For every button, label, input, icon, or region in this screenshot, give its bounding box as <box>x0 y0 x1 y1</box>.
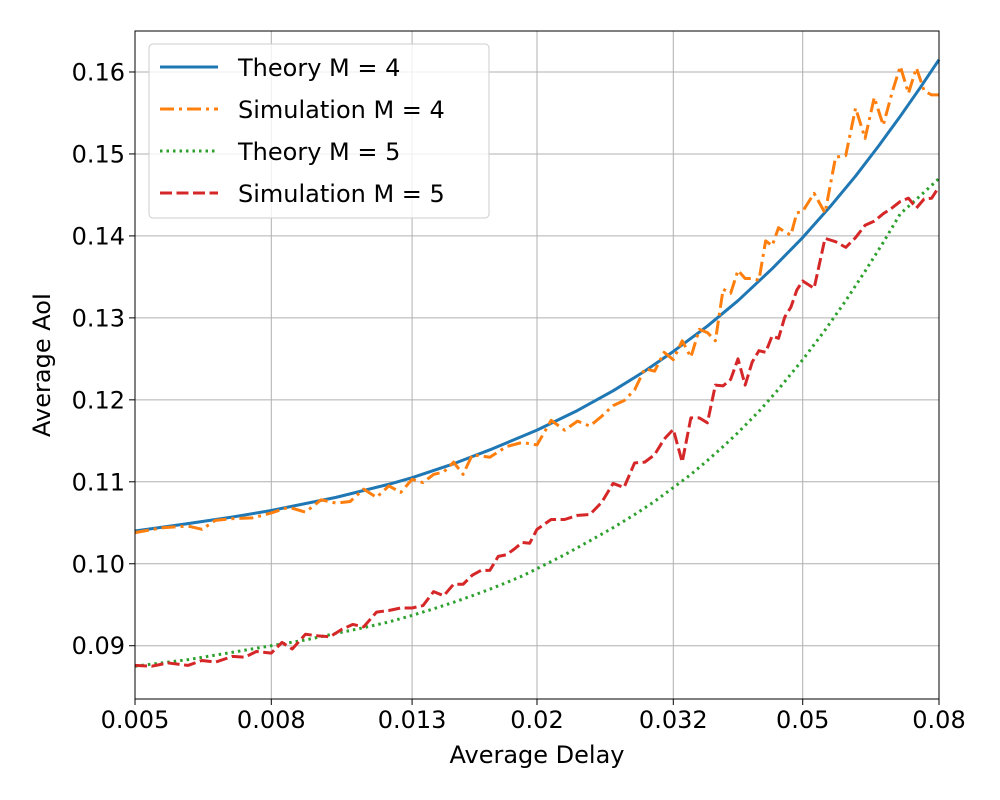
x-tick-label: 0.02 <box>510 706 563 734</box>
y-tick-label: 0.13 <box>72 304 125 332</box>
legend-box <box>148 43 490 219</box>
x-tick-label: 0.008 <box>237 706 306 734</box>
x-tick-label: 0.013 <box>378 706 447 734</box>
series-line-4 <box>134 185 941 668</box>
x-axis-label: Average Delay <box>449 741 624 769</box>
legend-label: Simulation M = 5 <box>238 180 445 208</box>
legend-label: Theory M = 4 <box>237 54 400 82</box>
series-lines <box>134 58 941 668</box>
x-tick-label: 0.005 <box>101 706 170 734</box>
x-tick-label: 0.032 <box>639 706 708 734</box>
legend-label: Theory M = 5 <box>237 138 400 166</box>
y-tick-label: 0.12 <box>72 386 125 414</box>
x-tick-label: 0.08 <box>912 706 965 734</box>
legend: Theory M = 4 Simulation M = 4 Theory M = 5… <box>148 43 490 219</box>
y-tick-label: 0.16 <box>72 58 125 86</box>
y-axis-label: Average AoI <box>28 293 56 437</box>
x-tick-label: 0.05 <box>776 706 829 734</box>
y-tick-label: 0.11 <box>72 468 125 496</box>
y-tick-label: 0.10 <box>72 550 125 578</box>
axis-ticks: 0.005 0.008 0.013 0.02 0.032 0.05 0.08 0.09 0.10… <box>72 58 966 734</box>
series-line-3 <box>134 177 941 668</box>
y-tick-label: 0.09 <box>72 632 125 660</box>
y-tick-label: 0.15 <box>72 140 125 168</box>
legend-label: Simulation M = 4 <box>238 96 445 124</box>
series-line-2 <box>134 64 939 535</box>
y-tick-label: 0.14 <box>72 222 125 250</box>
